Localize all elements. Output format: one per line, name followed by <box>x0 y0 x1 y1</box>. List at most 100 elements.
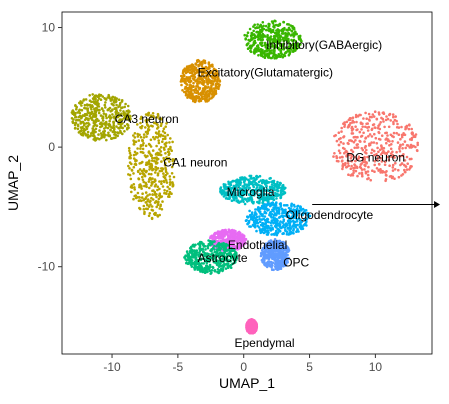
data-point <box>247 178 250 182</box>
data-point <box>255 186 259 189</box>
data-point <box>199 93 203 97</box>
data-point <box>351 132 355 135</box>
data-point <box>161 137 165 141</box>
data-point <box>76 127 80 131</box>
data-point <box>386 155 389 159</box>
data-point <box>188 78 191 81</box>
data-point <box>395 150 398 154</box>
data-point <box>150 208 154 212</box>
data-point <box>170 172 174 175</box>
data-point <box>123 124 127 128</box>
data-point <box>271 43 274 47</box>
data-point <box>146 114 150 117</box>
data-point <box>376 158 379 161</box>
data-point <box>188 68 192 72</box>
data-point <box>133 186 136 189</box>
data-point <box>78 101 81 105</box>
cluster-points-1 <box>179 58 222 104</box>
data-point <box>133 136 137 139</box>
data-point <box>243 190 246 194</box>
data-point <box>296 204 300 208</box>
data-point <box>197 242 200 246</box>
data-point <box>164 125 167 128</box>
data-point <box>108 123 112 127</box>
data-point <box>396 141 400 144</box>
data-point <box>205 259 208 262</box>
data-point <box>391 166 395 169</box>
data-point <box>272 52 276 56</box>
data-point <box>373 170 376 173</box>
data-point <box>274 243 278 246</box>
data-point <box>287 37 290 41</box>
data-point <box>391 175 395 179</box>
data-point <box>234 229 237 233</box>
data-point <box>356 143 360 146</box>
data-point <box>265 28 268 32</box>
data-point <box>340 130 343 133</box>
data-point <box>205 71 208 75</box>
data-point <box>200 77 204 80</box>
data-point <box>367 165 370 169</box>
data-point <box>152 116 156 119</box>
data-point <box>208 260 211 263</box>
data-point <box>279 225 282 229</box>
data-point <box>188 76 192 79</box>
data-point <box>289 220 293 223</box>
data-point <box>379 121 383 124</box>
data-point <box>385 115 388 118</box>
data-point <box>281 183 285 187</box>
data-point <box>205 96 209 99</box>
data-point <box>260 218 264 221</box>
data-point <box>292 35 296 38</box>
y-axis-title: UMAP_2 <box>5 155 21 211</box>
data-point <box>400 133 404 137</box>
data-point <box>151 198 155 201</box>
data-point <box>205 78 208 82</box>
data-point <box>411 132 414 136</box>
data-point <box>352 166 355 170</box>
data-point <box>184 82 188 85</box>
data-point <box>272 268 275 272</box>
data-point <box>195 91 198 94</box>
data-point <box>232 241 235 245</box>
data-point <box>347 142 350 146</box>
data-point <box>225 196 228 200</box>
data-point <box>208 67 211 70</box>
data-point <box>104 114 108 117</box>
data-point <box>111 103 114 106</box>
data-point <box>79 122 82 125</box>
data-point <box>228 185 231 189</box>
data-point <box>112 100 116 104</box>
data-point <box>183 90 186 94</box>
data-point <box>120 106 123 110</box>
cluster-points-6 <box>244 201 312 237</box>
data-point <box>247 215 250 219</box>
data-point <box>275 197 278 200</box>
data-point <box>228 182 231 186</box>
data-point <box>228 264 232 268</box>
data-point <box>380 134 384 137</box>
data-point <box>142 168 146 171</box>
data-point <box>263 41 267 45</box>
data-point <box>270 190 274 194</box>
data-point <box>264 223 267 226</box>
data-point <box>370 135 374 138</box>
data-point <box>188 88 191 91</box>
data-point <box>414 133 418 136</box>
data-point <box>272 243 276 246</box>
data-point <box>86 130 90 134</box>
data-point <box>200 262 204 265</box>
data-point <box>268 211 272 214</box>
data-point <box>271 226 274 230</box>
data-point <box>200 71 204 74</box>
data-point <box>297 36 301 40</box>
data-point <box>101 119 105 122</box>
data-point <box>263 203 266 206</box>
data-point <box>416 143 420 147</box>
data-point <box>153 213 157 216</box>
data-point <box>154 168 158 172</box>
data-point <box>345 120 349 124</box>
data-point <box>349 139 353 142</box>
data-point <box>150 124 153 128</box>
data-point <box>94 127 98 131</box>
